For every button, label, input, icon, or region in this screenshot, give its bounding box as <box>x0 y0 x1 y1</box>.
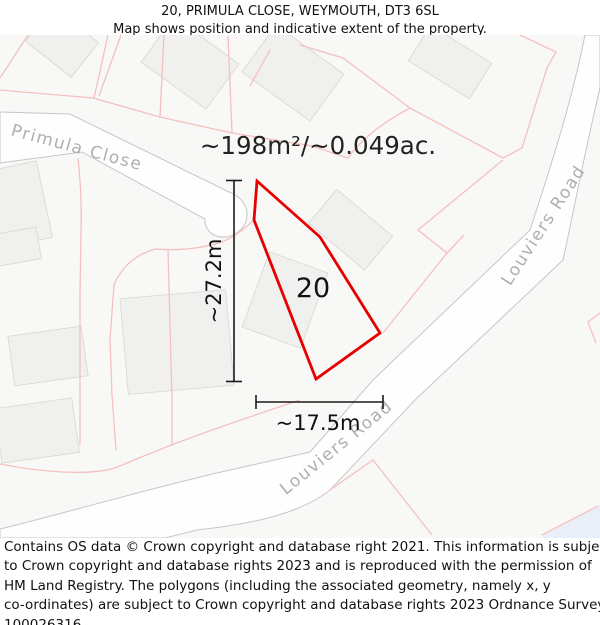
width-measurement-line <box>255 395 384 409</box>
property-outline-20 <box>252 178 382 382</box>
buildings-layer <box>0 6 493 464</box>
boundary-line <box>0 399 301 474</box>
boundary-line <box>159 34 165 118</box>
boundary-line <box>299 44 411 109</box>
width-measurement-label: ~17.5m <box>276 411 361 435</box>
building <box>140 16 240 110</box>
height-measurement-label: ~27.2m <box>202 239 226 324</box>
building <box>407 24 493 100</box>
building <box>7 325 89 387</box>
building <box>0 226 42 268</box>
boundary-line <box>587 312 600 344</box>
boundary-line <box>541 505 599 536</box>
boundary-line <box>502 34 557 159</box>
map-canvas: Primula Close Louviers Road Louviers Roa… <box>0 6 600 539</box>
footer-line: 100026316. <box>4 616 86 625</box>
boundary-line <box>409 107 504 159</box>
boundary-line <box>0 34 29 79</box>
title-block: 20, PRIMULA CLOSE, WEYMOUTH, DT3 6SL Map… <box>0 0 600 37</box>
building <box>119 289 235 395</box>
boundary-lines-layer <box>0 34 600 536</box>
primula-close-road <box>0 111 248 238</box>
map-svg: Primula Close Louviers Road Louviers Roa… <box>0 6 600 539</box>
footer-line: Contains OS data © Crown copyright and d… <box>4 539 600 555</box>
boundary-line <box>446 234 465 254</box>
building <box>241 24 345 122</box>
boundary-line <box>109 219 255 451</box>
boundary-line <box>382 159 504 334</box>
footer-copyright: Contains OS data © Crown copyright and d… <box>4 538 600 625</box>
building <box>307 188 394 271</box>
boundary-line <box>249 49 271 87</box>
plot-number-label: 20 <box>296 273 330 304</box>
page-title: 20, PRIMULA CLOSE, WEYMOUTH, DT3 6SL <box>161 4 439 19</box>
footer-line: to Crown copyright and database rights 2… <box>4 558 592 575</box>
footer-line: co-ordinates) are subject to Crown copyr… <box>4 597 600 614</box>
boundary-line <box>77 157 82 445</box>
footer-line: HM Land Registry. The polygons (includin… <box>4 577 551 594</box>
louviers-road <box>0 34 600 539</box>
page-subtitle: Map shows position and indicative extent… <box>113 22 487 37</box>
boundary-line <box>93 34 109 99</box>
boundary-line <box>0 89 349 159</box>
boundary-line <box>167 249 173 445</box>
boundary-line <box>347 107 411 159</box>
boundary-line <box>329 459 433 536</box>
building <box>0 397 80 464</box>
boundary-line <box>227 35 233 134</box>
height-measurement-line <box>226 179 242 383</box>
area-label: ~198m²/~0.049ac. <box>200 131 436 160</box>
boundary-line <box>98 34 122 97</box>
